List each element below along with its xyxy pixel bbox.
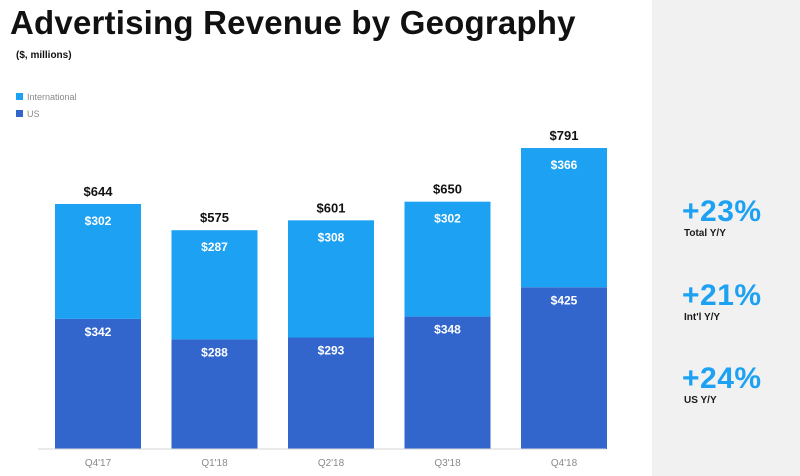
label-us-1: $288 (201, 345, 228, 359)
x-tick-2: Q2'18 (318, 458, 345, 469)
kpi-intl-yoy: +21% Int'l Y/Y (682, 279, 800, 324)
label-us-0: $342 (85, 325, 112, 339)
kpi-us-label: US Y/Y (684, 395, 717, 406)
label-total-2: $601 (317, 200, 346, 215)
x-axis-tick-labels: Q4'17 Q1'18 Q2'18 Q3'18 Q4'18 (85, 458, 578, 469)
label-total-1: $575 (200, 210, 229, 225)
chart-legend: International US (16, 88, 77, 122)
bar-us-1 (171, 339, 258, 449)
x-tick-0: Q4'17 (85, 458, 112, 469)
kpi-us-value: +24% (682, 362, 762, 395)
chart-title: Advertising Revenue by Geography (10, 4, 576, 41)
label-international-3: $302 (434, 212, 461, 226)
legend-swatch-international (16, 93, 23, 100)
label-total-3: $650 (433, 182, 462, 197)
label-us-2: $293 (318, 344, 345, 358)
legend-item-us: US (16, 105, 77, 122)
kpi-intl-label: Int'l Y/Y (684, 312, 721, 323)
x-tick-1: Q1'18 (201, 458, 228, 469)
x-tick-4: Q4'18 (551, 458, 578, 469)
bar-international-0 (55, 203, 141, 319)
kpi-total-label: Total Y/Y (684, 228, 726, 239)
label-total-4: $791 (550, 128, 579, 143)
label-us-3: $348 (434, 323, 461, 337)
label-international-4: $366 (551, 158, 578, 172)
legend-swatch-us (16, 110, 23, 117)
x-tick-3: Q3'18 (434, 458, 461, 469)
bar-us-2 (288, 337, 374, 449)
kpi-intl-value: +21% (682, 279, 762, 312)
bar-international-3 (404, 201, 491, 317)
kpi-us-yoy: +24% US Y/Y (682, 362, 800, 407)
legend-label-international: International (27, 91, 77, 102)
bar-international-2 (288, 220, 374, 338)
kpi-total-yoy: +23% Total Y/Y (682, 195, 800, 240)
stacked-bar-chart: $342 $302 $644 $288 $287 $575 $293 $308 $601 $348… (38, 128, 607, 469)
bar-international-4 (521, 148, 607, 288)
bar-us-0 (55, 318, 141, 449)
label-us-4: $425 (551, 293, 578, 307)
bar-us-3 (404, 316, 491, 449)
chart-bars: $342 $302 $644 $288 $287 $575 $293 $308 $601 $348… (55, 128, 607, 449)
label-international-2: $308 (318, 230, 345, 244)
legend-item-international: International (16, 88, 77, 105)
label-international-1: $287 (201, 240, 228, 254)
bar-international-1 (171, 230, 258, 340)
bar-us-4 (521, 287, 607, 449)
kpi-total-value: +23% (682, 195, 762, 228)
yoy-summary-panel: +23% Total Y/Y +21% Int'l Y/Y +24% US Y/… (652, 0, 800, 476)
legend-label-us: US (27, 108, 40, 119)
label-international-0: $302 (85, 214, 112, 228)
label-total-0: $644 (84, 184, 114, 199)
chart-subtitle: ($, millions) (16, 50, 72, 61)
